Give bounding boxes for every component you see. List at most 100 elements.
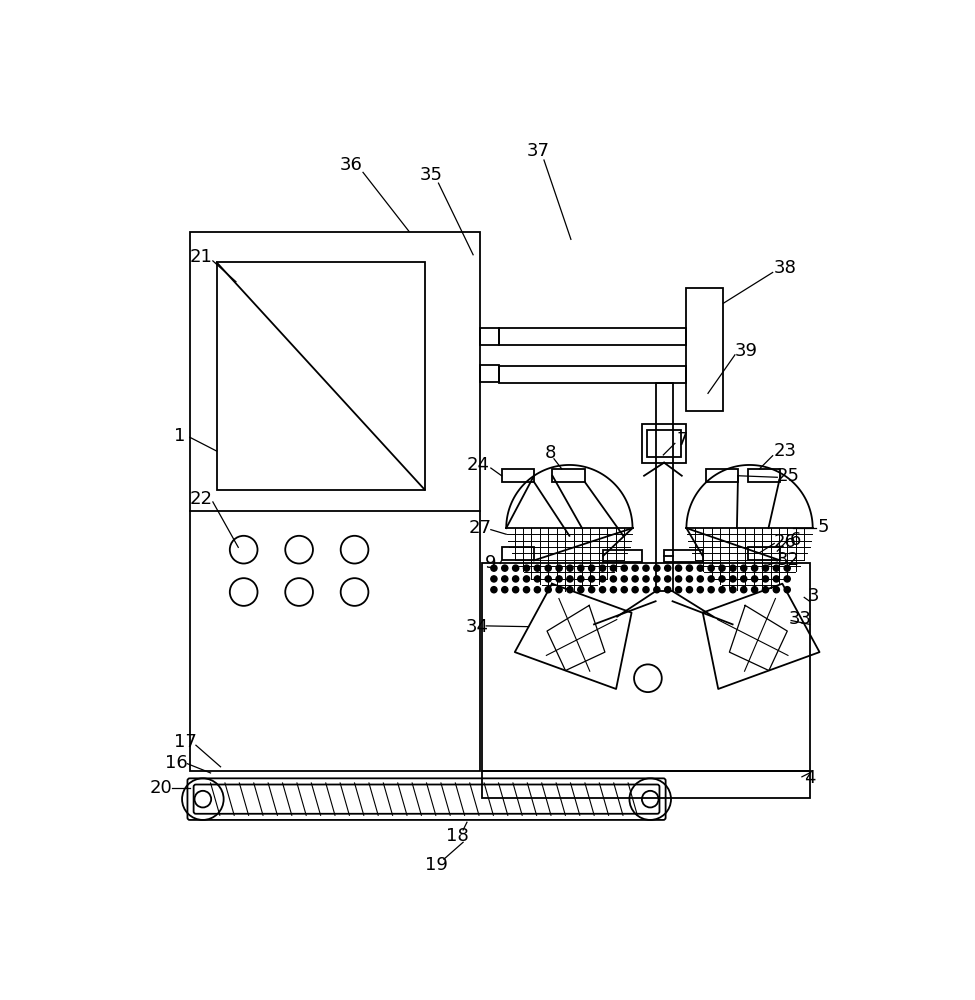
Circle shape (730, 576, 736, 582)
Text: 19: 19 (425, 856, 448, 874)
Text: 23: 23 (773, 442, 797, 460)
Circle shape (556, 587, 563, 593)
Circle shape (730, 565, 736, 571)
Circle shape (490, 587, 497, 593)
Bar (748, 469, 780, 482)
Bar (501, 547, 534, 560)
Text: 27: 27 (469, 519, 491, 537)
Text: 3: 3 (807, 587, 819, 605)
Bar (664, 550, 703, 562)
Bar (686, 288, 723, 411)
Circle shape (566, 587, 573, 593)
Text: 39: 39 (735, 342, 758, 360)
Circle shape (665, 587, 671, 593)
Circle shape (697, 576, 703, 582)
Circle shape (665, 565, 671, 571)
Circle shape (600, 587, 605, 593)
Circle shape (502, 565, 508, 571)
Circle shape (773, 565, 779, 571)
Circle shape (686, 576, 692, 582)
Text: 6: 6 (790, 531, 801, 549)
Circle shape (752, 576, 758, 582)
Text: 32: 32 (776, 551, 799, 569)
Bar (483, 563, 809, 771)
Text: 24: 24 (467, 456, 490, 474)
Circle shape (610, 565, 616, 571)
Circle shape (513, 587, 519, 593)
Circle shape (643, 565, 649, 571)
Text: 16: 16 (166, 754, 188, 772)
Circle shape (784, 565, 791, 571)
Circle shape (752, 587, 758, 593)
Circle shape (600, 565, 605, 571)
Text: 5: 5 (818, 518, 829, 536)
Bar (655, 383, 673, 591)
Circle shape (752, 565, 758, 571)
Circle shape (762, 576, 768, 582)
Circle shape (578, 576, 584, 582)
Text: 4: 4 (803, 769, 815, 787)
Circle shape (513, 565, 519, 571)
Text: 1: 1 (175, 427, 185, 445)
Bar (553, 469, 585, 482)
Circle shape (600, 576, 605, 582)
Bar (216, 262, 425, 490)
Text: 34: 34 (465, 618, 488, 636)
Circle shape (524, 587, 529, 593)
Circle shape (773, 576, 779, 582)
Circle shape (545, 565, 551, 571)
Circle shape (534, 565, 540, 571)
Circle shape (534, 576, 540, 582)
Circle shape (762, 565, 768, 571)
Circle shape (502, 587, 508, 593)
Circle shape (524, 576, 529, 582)
Circle shape (719, 576, 725, 582)
Circle shape (697, 587, 703, 593)
Circle shape (643, 576, 649, 582)
Text: 22: 22 (190, 490, 213, 508)
Circle shape (545, 576, 551, 582)
Circle shape (708, 587, 715, 593)
Circle shape (545, 587, 551, 593)
Circle shape (632, 576, 639, 582)
Circle shape (502, 576, 508, 582)
Circle shape (632, 587, 639, 593)
Circle shape (697, 565, 703, 571)
Text: 33: 33 (789, 610, 812, 628)
Text: 17: 17 (175, 733, 197, 751)
Circle shape (654, 565, 660, 571)
Circle shape (566, 576, 573, 582)
Circle shape (741, 587, 747, 593)
Bar (501, 469, 534, 482)
Circle shape (490, 576, 497, 582)
Circle shape (610, 587, 616, 593)
Bar (190, 232, 480, 771)
Circle shape (686, 565, 692, 571)
Circle shape (719, 565, 725, 571)
Text: 9: 9 (486, 554, 496, 572)
Circle shape (578, 565, 584, 571)
Circle shape (589, 587, 595, 593)
Bar (642, 424, 686, 463)
Circle shape (741, 576, 747, 582)
Circle shape (708, 565, 715, 571)
Bar (499, 328, 686, 345)
Circle shape (513, 576, 519, 582)
Circle shape (556, 576, 563, 582)
Circle shape (524, 565, 529, 571)
Circle shape (730, 587, 736, 593)
Text: 38: 38 (773, 259, 797, 277)
Circle shape (490, 565, 497, 571)
Text: 25: 25 (776, 467, 799, 485)
Circle shape (621, 565, 627, 571)
Text: 20: 20 (150, 779, 173, 797)
Circle shape (784, 587, 791, 593)
Bar (483, 771, 809, 798)
Text: 36: 36 (340, 156, 363, 174)
Circle shape (621, 576, 627, 582)
Circle shape (665, 576, 671, 582)
Bar (480, 328, 499, 345)
Circle shape (589, 565, 595, 571)
Bar (499, 366, 686, 383)
Circle shape (676, 587, 682, 593)
